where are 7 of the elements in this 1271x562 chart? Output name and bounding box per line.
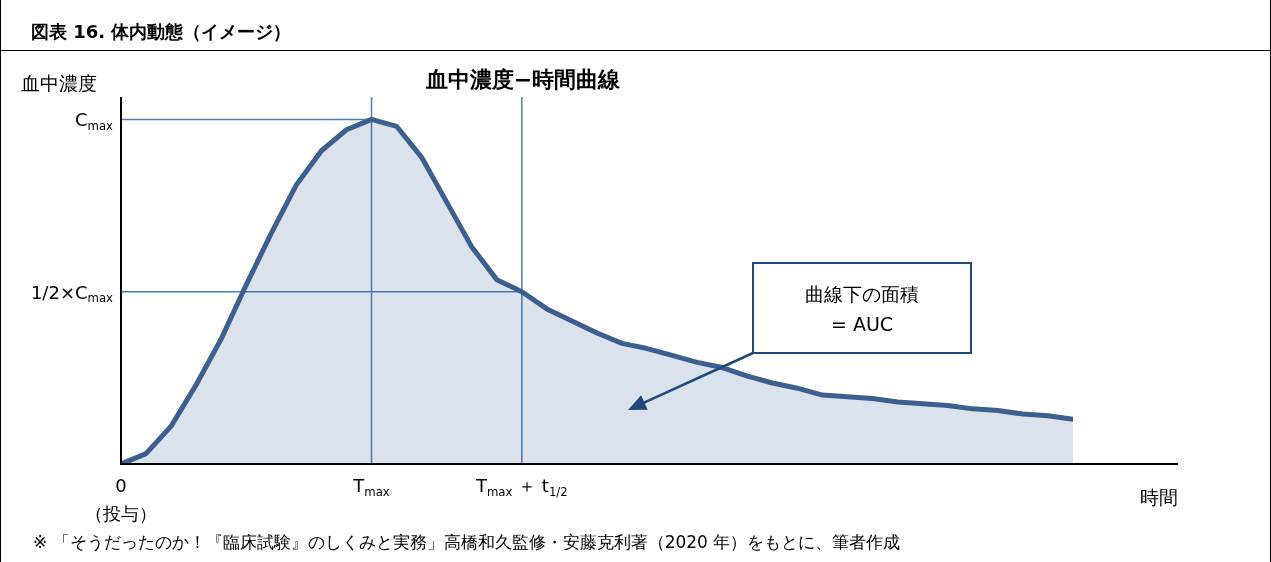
y-axis-title: 血中濃度 [21,72,97,94]
text: ※ 「そうだったのか！『臨床試験』のしくみと実務」高橋和久監修・安藤克利著（2020 年）をもとに、筆者作成 [33,531,901,554]
x-axis-title: 時間 [1140,486,1178,508]
chart-subtitle: 血中濃度−時間曲線 [424,67,622,92]
annotation: 曲線下の面積 = AUC [805,283,919,335]
chart-title: 図表 16. 体内動態（イメージ） [31,20,292,44]
x-tick-label: 0 （投与） [85,475,157,524]
